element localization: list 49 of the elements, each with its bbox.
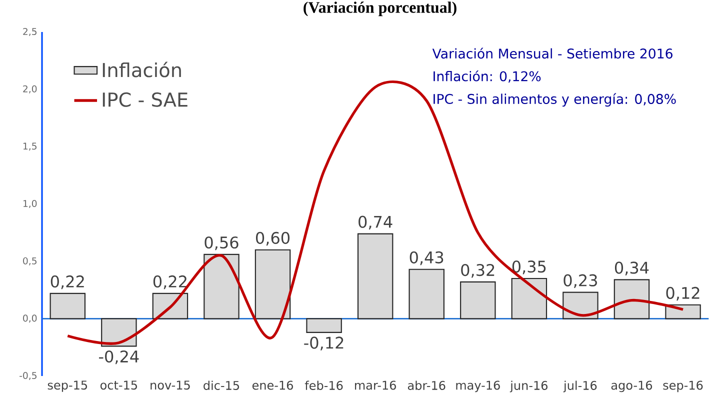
x-tick-label: mar-16 [355, 380, 396, 390]
bar [460, 281, 496, 320]
y-tick-label: 2,5 [23, 28, 36, 36]
annotation: Variación Mensual - Setiembre 2016 [432, 48, 672, 59]
x-tick-label: dic-15 [204, 380, 240, 390]
x-tick-label: nov-15 [150, 380, 190, 390]
bar [254, 249, 291, 320]
y-tick-label: 1,5 [23, 142, 36, 151]
data-label: 0,34 [614, 262, 649, 276]
annotation: Inflación: 0,12% [434, 70, 541, 83]
data-label: 0,22 [50, 275, 84, 290]
bar [50, 292, 86, 320]
x-tick-label: sep-16 [663, 380, 703, 392]
x-tick-label: jun-16 [510, 380, 548, 392]
y-tick-label: 2,0 [23, 85, 37, 94]
data-label: 0,22 [153, 275, 186, 290]
data-label: -0,24 [99, 350, 139, 364]
bar [306, 318, 342, 333]
y-tick-label: -0,5 [20, 372, 36, 380]
data-label: 0,23 [564, 274, 597, 288]
data-label: 0,60 [256, 232, 290, 246]
bar [614, 279, 650, 320]
data-label: -0,12 [304, 336, 344, 350]
bar [357, 233, 394, 320]
x-tick-label: may-16 [456, 380, 500, 392]
y-tick-label: 0,0 [23, 314, 37, 323]
x-tick-label: abr-16 [408, 380, 446, 390]
bar [408, 268, 444, 320]
bar [665, 304, 701, 320]
bar [204, 254, 240, 320]
x-tick-label: oct-15 [100, 380, 138, 390]
data-label: 0,35 [512, 260, 546, 274]
x-tick-label: jul-16 [563, 380, 597, 392]
bar [511, 278, 548, 320]
x-tick-label: sep-15 [48, 380, 88, 392]
x-tick-label: feb-16 [304, 380, 343, 390]
legend-label: IPC - SAE [102, 92, 188, 107]
x-tick-label: ago-16 [611, 380, 652, 392]
chart-title: (Variación porcentual) [304, 2, 456, 16]
data-label: 0,12 [666, 286, 700, 301]
data-label: 0,74 [358, 216, 392, 230]
data-label: 0,32 [461, 264, 494, 278]
data-label: 0,43 [410, 251, 444, 266]
legend-label: Inflación [102, 62, 181, 78]
y-tick-label: 0,5 [23, 257, 36, 266]
data-label: 0,56 [204, 236, 238, 250]
annotation: IPC - Sin alimentos y energía: 0,08% [434, 93, 676, 107]
x-tick-label: ene-16 [252, 380, 293, 390]
y-tick-label: 1,0 [23, 200, 37, 208]
